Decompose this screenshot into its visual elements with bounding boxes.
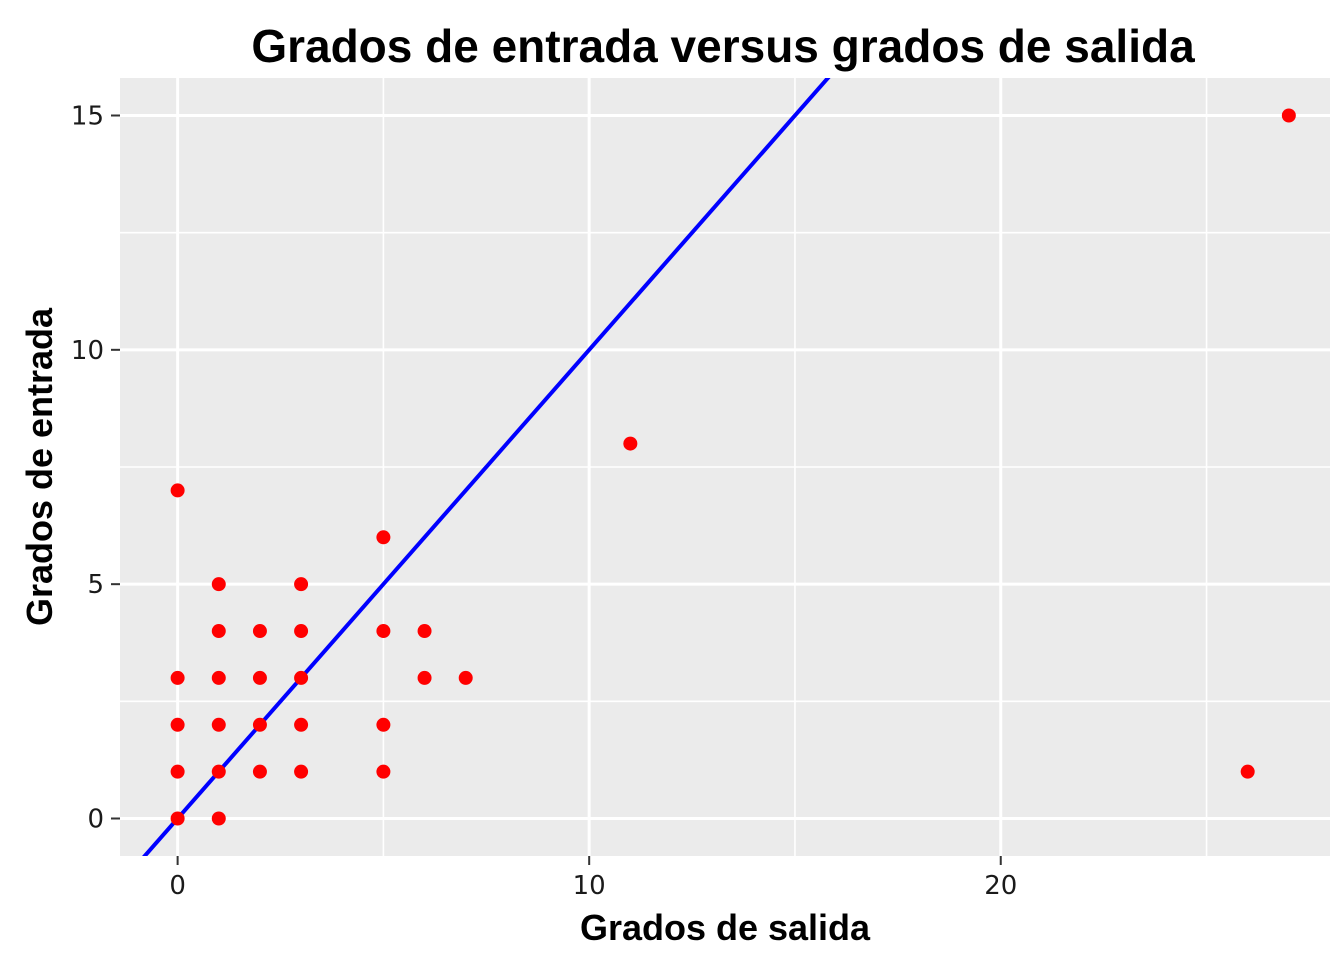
reference-line xyxy=(142,78,831,856)
data-point xyxy=(294,764,309,779)
x-tick-label: 20 xyxy=(984,871,1017,901)
data-point xyxy=(170,764,185,779)
data-point xyxy=(458,670,473,685)
data-point xyxy=(211,670,226,685)
data-point xyxy=(252,624,267,639)
data-point xyxy=(294,624,309,639)
data-point xyxy=(417,670,432,685)
y-tick-label: 10 xyxy=(71,336,104,366)
x-tick-label: 0 xyxy=(169,871,186,901)
data-point xyxy=(211,717,226,732)
reference-line-layer xyxy=(142,78,831,856)
minor-grid xyxy=(120,78,1330,856)
data-point xyxy=(170,717,185,732)
data-point xyxy=(211,624,226,639)
data-point xyxy=(417,624,432,639)
data-point xyxy=(294,717,309,732)
data-point xyxy=(376,717,391,732)
y-tick-label: 0 xyxy=(87,805,104,835)
data-point xyxy=(170,811,185,826)
data-point xyxy=(623,436,638,451)
data-point xyxy=(252,670,267,685)
data-point xyxy=(252,764,267,779)
x-axis-title: Grados de salida xyxy=(580,907,871,948)
data-point xyxy=(294,670,309,685)
y-tick-label: 5 xyxy=(87,570,104,600)
data-point xyxy=(294,577,309,592)
data-point xyxy=(170,670,185,685)
data-point xyxy=(252,717,267,732)
data-point xyxy=(376,764,391,779)
y-tick-label: 15 xyxy=(71,101,104,131)
y-axis-title: Grados de entrada xyxy=(19,307,60,626)
points-layer xyxy=(170,108,1296,826)
x-axis: 0 10 20 xyxy=(169,856,1017,901)
data-point xyxy=(376,530,391,545)
data-point xyxy=(1240,764,1255,779)
data-point xyxy=(211,577,226,592)
chart-title: Grados de entrada versus grados de salid… xyxy=(251,20,1195,72)
data-point xyxy=(1281,108,1296,123)
data-point xyxy=(211,764,226,779)
data-point xyxy=(170,483,185,498)
data-point xyxy=(211,811,226,826)
data-point xyxy=(376,624,391,639)
y-axis: 0 5 10 15 xyxy=(71,101,120,835)
x-tick-label: 10 xyxy=(573,871,606,901)
